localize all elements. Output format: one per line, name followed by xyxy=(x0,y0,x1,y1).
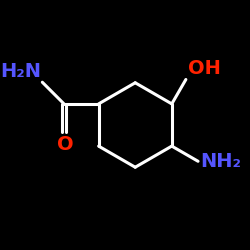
Text: OH: OH xyxy=(188,60,221,78)
Text: H₂N: H₂N xyxy=(0,62,41,81)
Text: O: O xyxy=(57,135,74,154)
Text: NH₂: NH₂ xyxy=(200,152,241,171)
